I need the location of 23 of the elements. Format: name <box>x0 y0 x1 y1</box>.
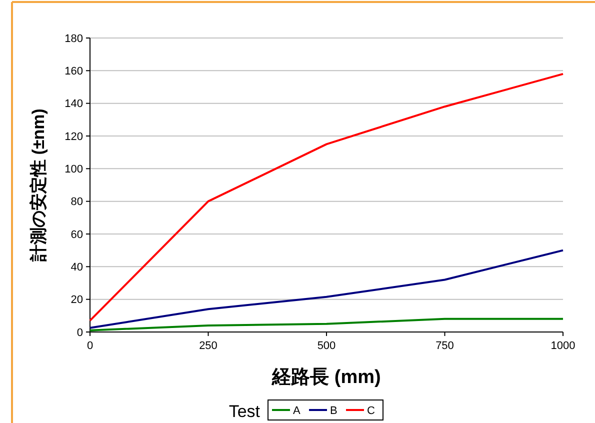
y-tick-label: 180 <box>64 32 83 45</box>
x-axis-title: 経路長 (mm) <box>271 367 381 388</box>
y-tick-label: 60 <box>70 228 83 241</box>
legend-label: C <box>367 405 375 417</box>
line-series <box>89 72 564 322</box>
x-tick-label: 750 <box>436 340 454 352</box>
line-series <box>89 249 564 329</box>
y-tick-label: 20 <box>70 294 83 306</box>
x-tick-label: 1000 <box>550 340 576 352</box>
y-tick-label: 100 <box>64 164 83 176</box>
y-tick-label: 140 <box>64 98 83 110</box>
y-tick-label: 40 <box>70 262 83 274</box>
y-axis-title: 計測の安定性 (±nm) <box>29 108 48 262</box>
x-tick-label: 500 <box>317 340 336 352</box>
legend-label: B <box>330 405 338 417</box>
x-tick-label: 0 <box>86 340 94 352</box>
y-tick-label: 80 <box>70 196 83 208</box>
legend-label: A <box>293 405 301 417</box>
y-tick-label: 0 <box>76 326 83 339</box>
y-tick-label: 120 <box>64 130 83 143</box>
legend-title: Test <box>228 402 260 421</box>
y-tick-label: 160 <box>64 66 83 78</box>
x-tick-label: 250 <box>199 340 218 352</box>
